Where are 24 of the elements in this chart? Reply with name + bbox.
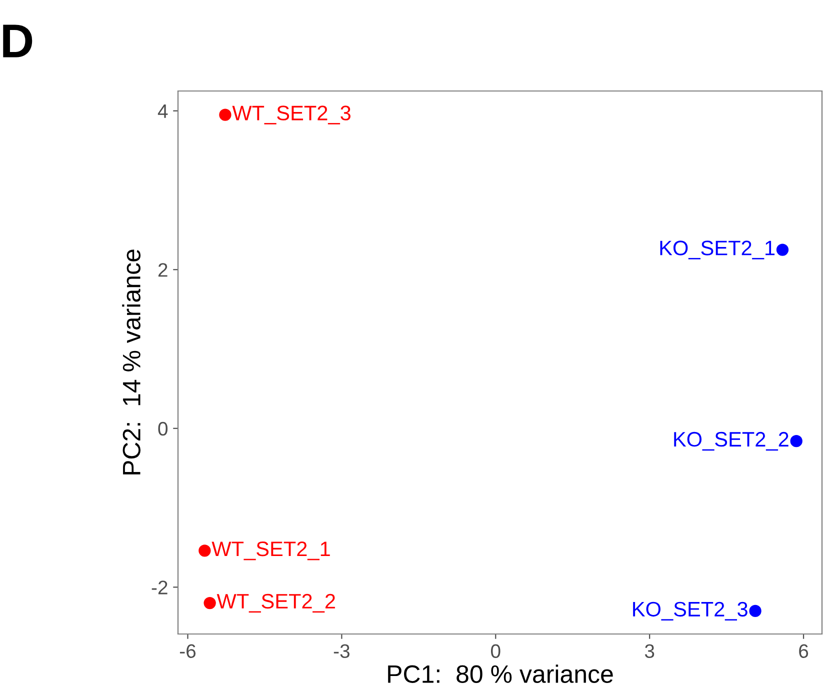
point xyxy=(198,544,211,557)
x-tick-label: -6 xyxy=(180,644,196,658)
annotation: KO_SET2_3 xyxy=(633,602,748,621)
point xyxy=(776,244,789,256)
point xyxy=(749,604,762,618)
annotation: WT_SET2_2 xyxy=(216,594,335,613)
point xyxy=(204,596,216,610)
annotation: KO_SET2_2 xyxy=(674,432,788,451)
annotation: KO_SET2_1 xyxy=(660,240,775,260)
y-tick-label: 4 xyxy=(158,104,168,118)
y-axis-title: PC2: 14 % variance xyxy=(122,250,140,474)
text: D xyxy=(3,24,32,58)
y-tick-label: 0 xyxy=(158,422,168,436)
point xyxy=(219,108,232,121)
x-tick-label: 3 xyxy=(644,644,654,658)
x-tick-label: 0 xyxy=(490,644,500,658)
y-tick-label: 2 xyxy=(158,263,168,277)
annotation: WT_SET2_1 xyxy=(212,541,330,560)
x-tick-label: 6 xyxy=(799,644,808,658)
x-axis-title: PC1: 80 % variance xyxy=(388,664,613,683)
annotation: WT_SET2_3 xyxy=(232,106,350,124)
y-tick-label: -2 xyxy=(152,580,168,594)
point xyxy=(790,435,802,448)
x-tick-label: -3 xyxy=(334,644,350,658)
